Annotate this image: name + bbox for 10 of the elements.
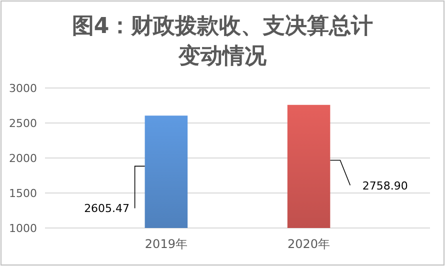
y-tick-label: 1000	[9, 222, 37, 235]
data-label: 2758.90	[362, 179, 408, 192]
x-tick-label: 2019年	[144, 237, 188, 251]
data-label: 2605.47	[84, 202, 130, 216]
x-tick-label: 2020年	[288, 237, 330, 251]
y-tick-label: 1500	[9, 187, 37, 200]
y-tick-label: 2000	[9, 152, 37, 165]
y-tick-label: 2500	[9, 117, 37, 130]
y-tick-label: 3000	[9, 82, 37, 95]
chart-title: 图4：财政拨款收、支决算总计变动情况	[72, 14, 374, 69]
